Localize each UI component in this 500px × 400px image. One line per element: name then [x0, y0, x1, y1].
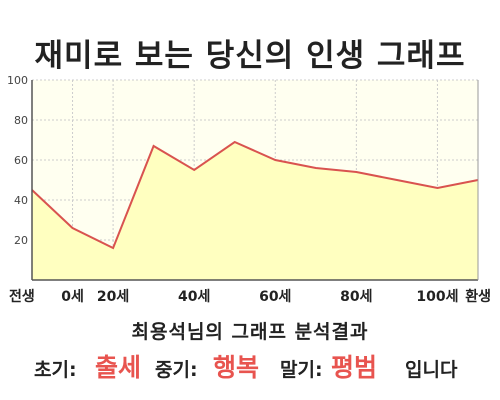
middle-label: 중기: [155, 359, 198, 381]
data-line [31, 140, 479, 250]
y-tick-labels: 20 40 60 80 100 [7, 74, 28, 247]
x-tick-label: 40세 [178, 289, 210, 305]
ending-text: 입니다 [405, 359, 458, 381]
y-tick-label: 100 [7, 74, 28, 87]
x-tick-label: 0세 [61, 289, 84, 305]
y-tick-label: 40 [14, 194, 28, 207]
x-tick-label: 80세 [340, 289, 372, 305]
life-graph-chart: 20 40 60 80 100 전생 0세 20세 40세 60세 80세 100세 환생 [7, 74, 491, 305]
chart-title: 재미로 보는 당신의 인생 그래프 [34, 38, 466, 74]
y-tick-label: 20 [14, 234, 28, 247]
result-heading: 최용석님의 그래프 분석결과 [131, 321, 369, 343]
result-summary: 초기: 출세 중기: 행복 말기: 평범 입니다 [0, 346, 500, 386]
x-tick-label: 환생 [465, 288, 491, 305]
x-tick-label: 20세 [97, 289, 129, 305]
x-tick-labels: 전생 0세 20세 40세 60세 80세 100세 환생 [9, 288, 491, 305]
data-area [32, 142, 478, 280]
x-tick-label: 60세 [259, 289, 291, 305]
x-tick-label: 전생 [9, 288, 35, 305]
middle-value: 행복 [213, 353, 260, 382]
y-tick-label: 60 [14, 154, 28, 167]
late-value: 평범 [331, 353, 378, 382]
early-label: 초기: [34, 359, 77, 381]
early-value: 출세 [95, 353, 142, 382]
x-tick-label: 100세 [416, 289, 458, 305]
y-tick-label: 80 [14, 114, 28, 127]
late-label: 말기: [280, 359, 323, 381]
